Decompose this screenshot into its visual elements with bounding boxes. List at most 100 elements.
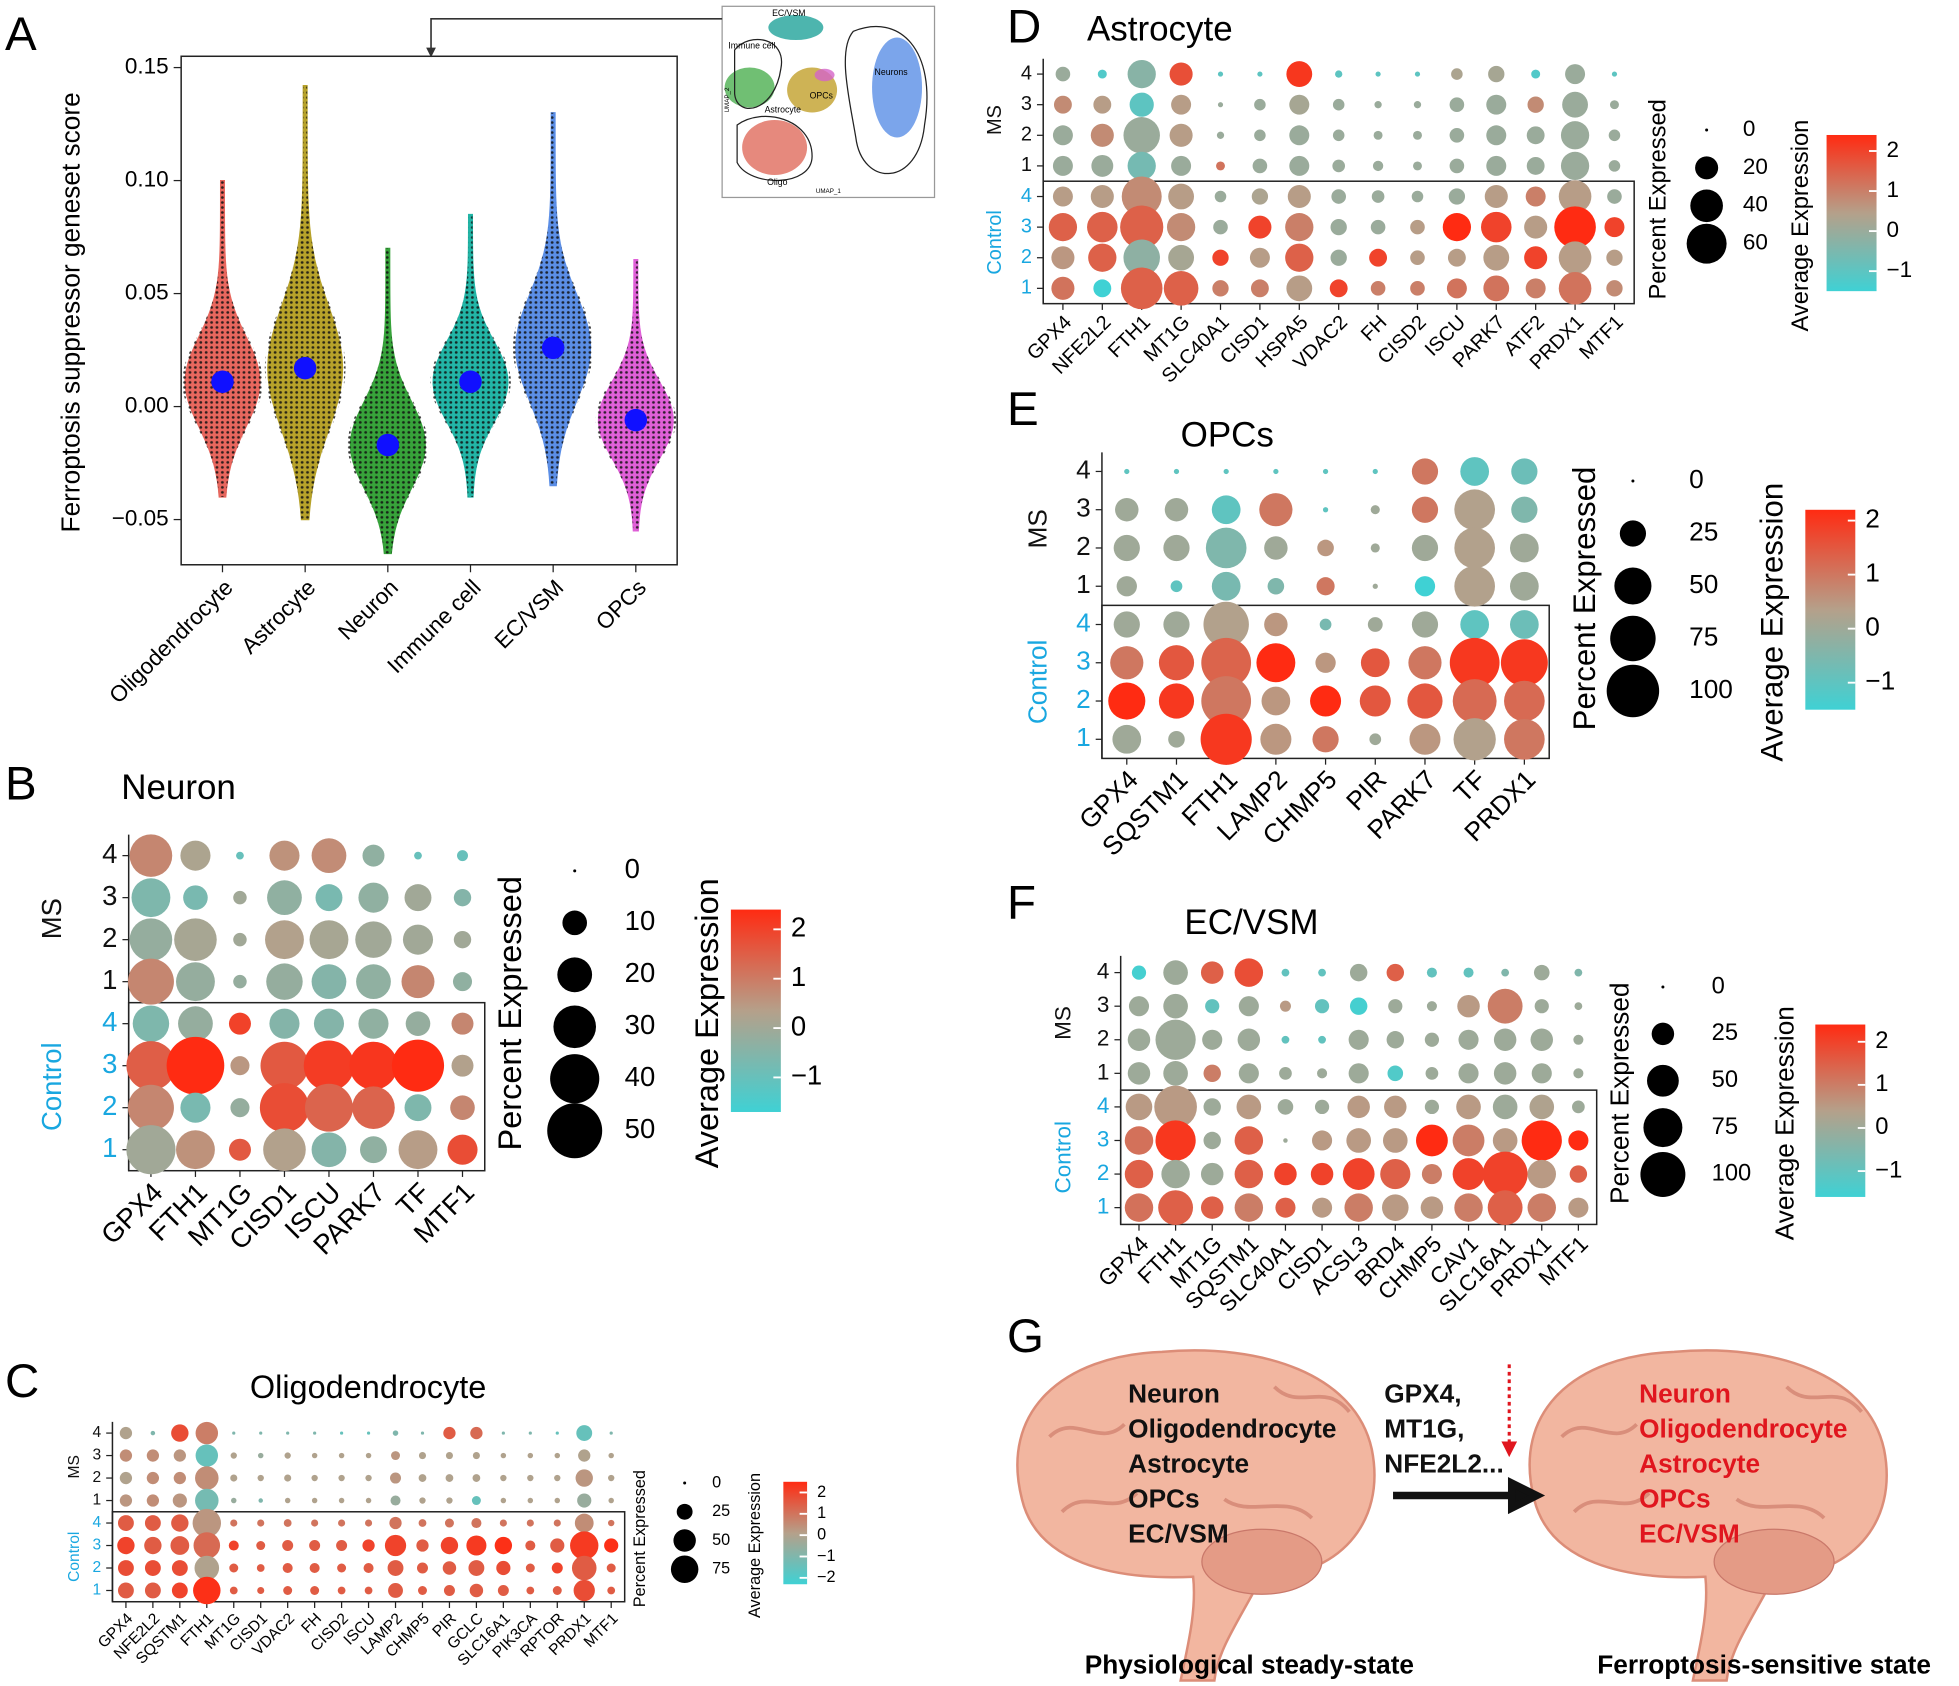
dot bbox=[1202, 1029, 1223, 1050]
dot bbox=[468, 1560, 485, 1576]
dot bbox=[1312, 726, 1339, 753]
color-tick-label: 2 bbox=[1875, 1028, 1888, 1054]
dot bbox=[500, 1474, 507, 1482]
dot bbox=[1051, 276, 1075, 300]
panel-letter: A bbox=[5, 8, 37, 61]
dot bbox=[1113, 611, 1140, 638]
dot bbox=[259, 1431, 263, 1435]
dot bbox=[1217, 102, 1224, 108]
dot bbox=[1606, 249, 1623, 266]
dot bbox=[1330, 218, 1347, 236]
dot bbox=[550, 1538, 565, 1553]
size-legend-dot bbox=[553, 1005, 596, 1049]
size-legend-title: Percent Expressed bbox=[492, 876, 528, 1150]
inset-cluster bbox=[872, 37, 923, 138]
caption: Ferroptosis-sensitive state bbox=[1597, 1650, 1931, 1680]
dot bbox=[256, 1541, 266, 1551]
dot bbox=[119, 1426, 133, 1440]
inset-cluster bbox=[724, 67, 775, 108]
dot bbox=[414, 851, 422, 860]
dot bbox=[1565, 64, 1586, 85]
dot bbox=[1200, 961, 1224, 984]
dot bbox=[195, 1421, 219, 1445]
size-legend-label: 25 bbox=[1712, 1020, 1738, 1046]
dot bbox=[419, 1497, 426, 1504]
dot bbox=[1200, 1196, 1224, 1219]
dot bbox=[1163, 993, 1188, 1019]
dot bbox=[315, 884, 343, 912]
dot bbox=[1410, 219, 1425, 235]
dot bbox=[178, 1006, 213, 1042]
cell-type-sensitive: Neuron bbox=[1639, 1379, 1731, 1409]
dot bbox=[1108, 682, 1146, 720]
dot bbox=[1158, 645, 1195, 681]
dot bbox=[1259, 493, 1293, 527]
dot bbox=[1348, 1029, 1369, 1050]
dot bbox=[442, 1561, 457, 1575]
dot bbox=[1168, 730, 1185, 748]
panel-title: EC/VSM bbox=[1184, 903, 1318, 942]
cell-type: Astrocyte bbox=[1128, 1448, 1249, 1478]
dot bbox=[260, 1041, 309, 1090]
color-legend-title: Average Expression bbox=[746, 1473, 764, 1618]
size-legend-dot bbox=[676, 1503, 693, 1520]
dot bbox=[1163, 1061, 1188, 1086]
panel-letter: E bbox=[1007, 383, 1039, 436]
size-legend-dot bbox=[670, 1555, 699, 1583]
dot bbox=[1158, 683, 1195, 719]
dot bbox=[1530, 1028, 1554, 1052]
dot bbox=[604, 1538, 619, 1553]
cell-type-sensitive: Astrocyte bbox=[1639, 1448, 1760, 1478]
dot bbox=[336, 1540, 348, 1552]
dot bbox=[388, 1583, 403, 1598]
x-tick-label: Astrocyte bbox=[236, 575, 320, 659]
dot bbox=[1454, 565, 1495, 607]
row-label: 1 bbox=[93, 1582, 102, 1599]
row-label: 3 bbox=[102, 880, 117, 911]
color-tick-label: 2 bbox=[791, 912, 806, 943]
dot bbox=[1121, 176, 1162, 217]
dot bbox=[1212, 249, 1229, 266]
size-legend-label: 0 bbox=[1712, 973, 1725, 999]
color-tick-label: −1 bbox=[1865, 666, 1895, 696]
dot bbox=[1091, 154, 1114, 177]
dot bbox=[1201, 637, 1252, 688]
dot bbox=[144, 1582, 161, 1599]
dot bbox=[553, 1519, 561, 1527]
size-legend-label: 60 bbox=[1743, 230, 1768, 255]
control-box bbox=[127, 1001, 486, 1172]
group-label: MS bbox=[1050, 1006, 1075, 1040]
dot bbox=[494, 1536, 513, 1555]
dot bbox=[267, 880, 302, 916]
panel-letter: C bbox=[5, 1355, 39, 1408]
dot bbox=[282, 1562, 293, 1574]
dot bbox=[1407, 683, 1443, 719]
dot bbox=[356, 964, 391, 1000]
x-tick-label: Oligodendrocyte bbox=[104, 575, 237, 708]
dot bbox=[144, 1536, 162, 1555]
inset-label: EC/VSM bbox=[772, 8, 806, 18]
inset-label: Neurons bbox=[875, 67, 909, 77]
dot bbox=[526, 1586, 535, 1595]
color-tick-label: 0 bbox=[791, 1010, 806, 1041]
dot bbox=[1531, 69, 1541, 79]
dot bbox=[233, 974, 247, 989]
dot bbox=[1286, 275, 1313, 302]
dot bbox=[228, 1138, 251, 1161]
dot bbox=[1275, 1197, 1296, 1218]
dot bbox=[1289, 125, 1310, 146]
size-legend-label: 0 bbox=[1689, 464, 1704, 494]
dot bbox=[607, 1586, 616, 1595]
dot bbox=[366, 1431, 371, 1435]
dot bbox=[1048, 212, 1078, 242]
dot bbox=[1525, 278, 1546, 299]
dot bbox=[1492, 1094, 1518, 1120]
dot bbox=[257, 1586, 265, 1595]
dot bbox=[552, 1586, 562, 1595]
color-legend-title: Average Expression bbox=[689, 878, 725, 1168]
dot bbox=[453, 930, 472, 949]
color-bar bbox=[1815, 1024, 1866, 1197]
dot bbox=[1329, 279, 1348, 298]
dot bbox=[1093, 95, 1112, 114]
